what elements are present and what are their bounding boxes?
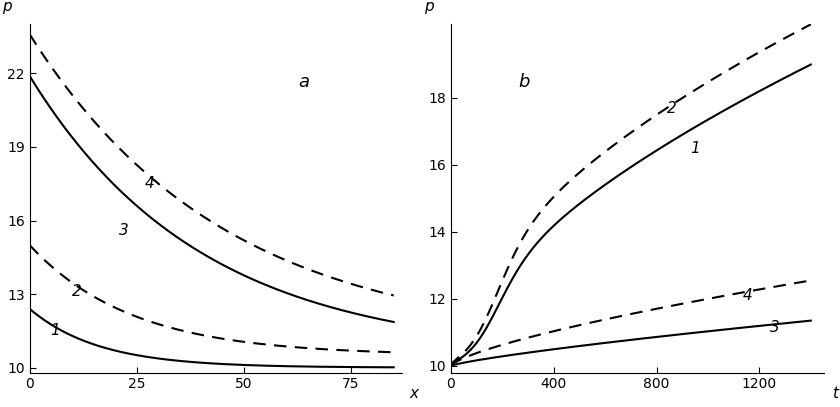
Text: 1: 1 — [50, 323, 60, 338]
Text: 3: 3 — [119, 223, 129, 238]
Text: 4: 4 — [144, 176, 155, 191]
Y-axis label: p: p — [423, 0, 433, 14]
X-axis label: x: x — [409, 387, 418, 401]
Text: b: b — [518, 73, 529, 91]
Text: 4: 4 — [743, 288, 753, 303]
Text: 2: 2 — [71, 284, 81, 299]
Y-axis label: p: p — [3, 0, 12, 14]
Text: 2: 2 — [667, 101, 677, 116]
X-axis label: t: t — [832, 387, 837, 401]
Text: 3: 3 — [770, 320, 780, 335]
Text: a: a — [298, 73, 309, 91]
Text: 1: 1 — [690, 141, 700, 156]
